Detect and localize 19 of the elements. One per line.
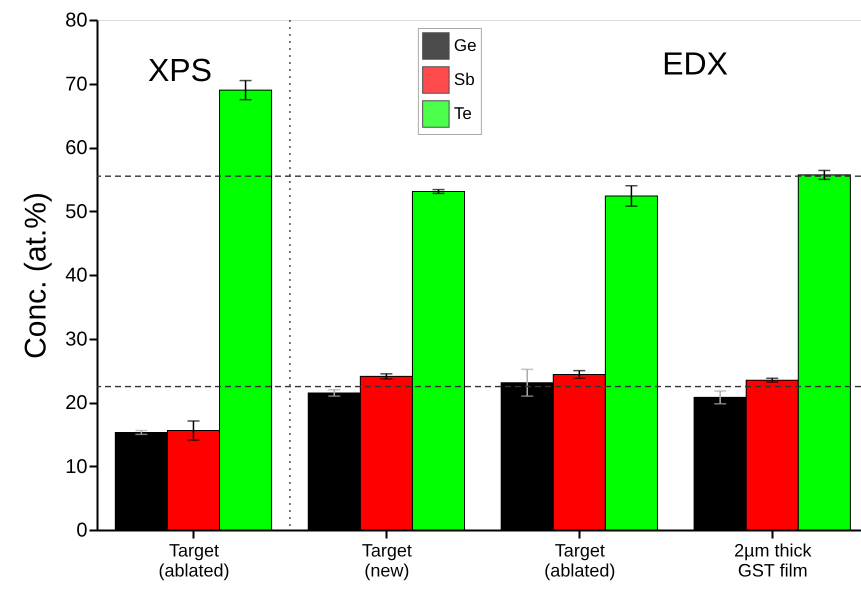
y-axis-title: Conc. (at.%) bbox=[19, 192, 52, 359]
y-tick-label: 80 bbox=[65, 10, 88, 32]
y-tick-label: 70 bbox=[65, 73, 88, 96]
annotation: XPS bbox=[148, 52, 212, 88]
y-tick-label: 0 bbox=[76, 520, 88, 542]
y-tick-label: 30 bbox=[65, 328, 88, 350]
y-tick-label: 60 bbox=[65, 137, 88, 159]
legend-label: Ge bbox=[454, 36, 477, 55]
y-tick-label: 50 bbox=[65, 200, 88, 223]
y-tick-label: 10 bbox=[65, 456, 88, 478]
x-tick-label: Target (ablated) bbox=[544, 540, 616, 580]
y-tick-label: 20 bbox=[65, 392, 88, 414]
legend-label: Te bbox=[454, 104, 472, 123]
x-tick-label: Target (ablated) bbox=[158, 540, 230, 580]
annotation: EDX bbox=[662, 46, 728, 82]
legend-label: Sb bbox=[454, 70, 475, 89]
x-tick-label: 2µm thick GST film bbox=[734, 540, 812, 580]
y-tick-label: 40 bbox=[65, 264, 88, 286]
x-tick-label: Target (new) bbox=[362, 540, 412, 580]
